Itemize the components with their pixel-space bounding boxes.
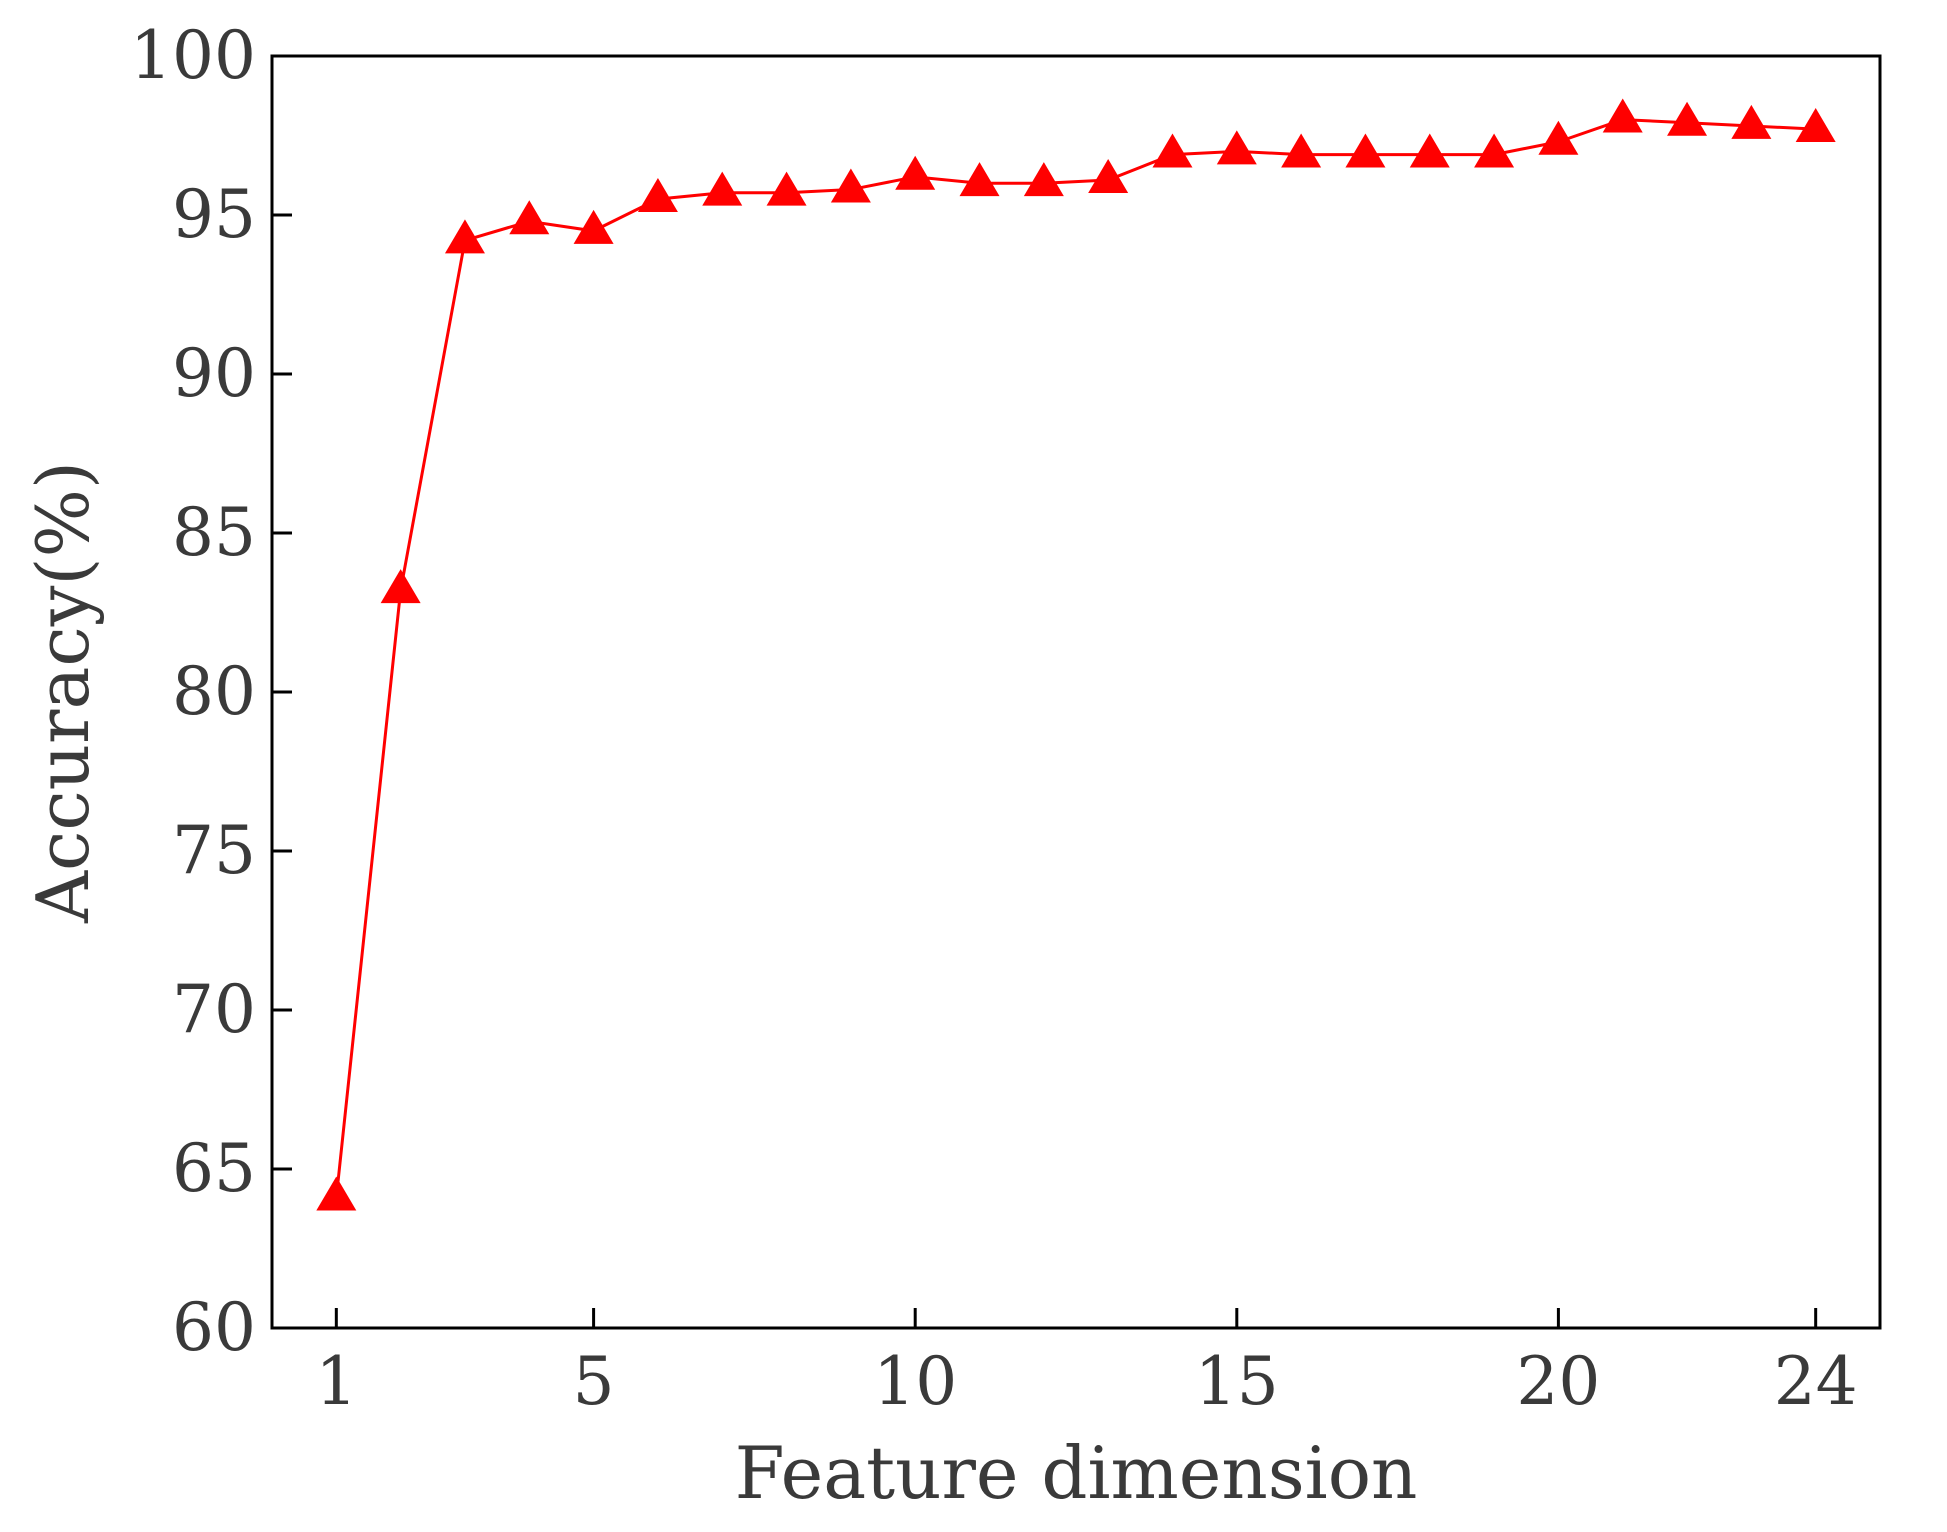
data-point-marker xyxy=(1538,120,1579,155)
y-tick-label: 95 xyxy=(172,176,256,253)
x-tick-label: 1 xyxy=(315,1343,357,1420)
y-tick-label: 70 xyxy=(172,971,256,1048)
y-tick-label: 90 xyxy=(172,335,256,412)
data-point-marker xyxy=(1088,158,1129,193)
data-point-marker xyxy=(316,1176,357,1211)
y-tick-label: 65 xyxy=(172,1130,256,1207)
data-point-marker xyxy=(380,569,421,604)
x-tick-label: 5 xyxy=(573,1343,615,1420)
data-point-marker xyxy=(766,171,807,206)
data-point-marker xyxy=(1281,133,1322,168)
data-point-marker xyxy=(1023,162,1064,197)
data-point-marker xyxy=(1216,130,1257,165)
data-point-marker xyxy=(1667,101,1708,136)
data-point-marker xyxy=(895,155,936,190)
x-tick-label: 15 xyxy=(1195,1343,1279,1420)
data-point-marker xyxy=(1152,133,1193,168)
data-point-marker xyxy=(637,178,678,213)
y-tick-label: 75 xyxy=(172,812,256,889)
x-tick-label: 20 xyxy=(1516,1343,1600,1420)
plot-area-frame xyxy=(270,54,1882,1330)
x-axis-label: Feature dimension xyxy=(735,1431,1418,1515)
y-axis-label: Accuracy(%) xyxy=(21,461,105,924)
y-tick-label: 85 xyxy=(172,494,256,571)
data-point-marker xyxy=(1345,133,1386,168)
axis-ticks xyxy=(272,54,1818,1330)
data-point-marker xyxy=(444,219,485,254)
data-point-marker xyxy=(702,171,743,206)
data-point-marker xyxy=(1602,98,1643,133)
data-point-marker xyxy=(959,162,1000,197)
data-point-marker xyxy=(573,209,614,244)
y-tick-label: 80 xyxy=(172,653,256,730)
series-layer xyxy=(316,98,1836,1211)
x-tick-label: 10 xyxy=(873,1343,957,1420)
data-point-marker xyxy=(509,200,550,235)
x-tick-label: 24 xyxy=(1774,1343,1858,1420)
y-tick-label: 100 xyxy=(130,17,256,94)
data-point-marker xyxy=(1795,108,1836,143)
data-point-marker xyxy=(1409,133,1450,168)
y-tick-label: 60 xyxy=(172,1289,256,1366)
data-point-marker xyxy=(1731,104,1772,139)
data-point-marker xyxy=(830,168,871,203)
data-point-marker xyxy=(1474,133,1515,168)
